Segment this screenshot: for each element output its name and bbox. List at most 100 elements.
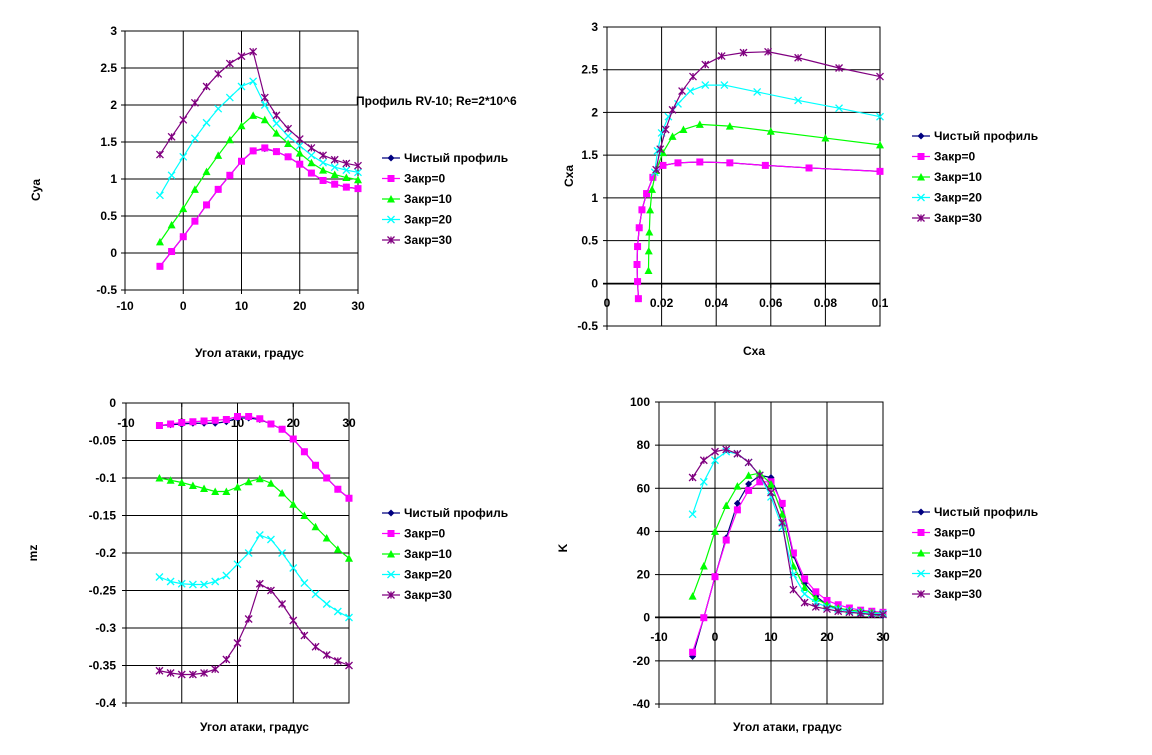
series-line bbox=[159, 583, 350, 676]
legend-entry: Закр=0 bbox=[934, 150, 976, 164]
legend-marker bbox=[387, 215, 395, 224]
data-point bbox=[211, 416, 219, 424]
legend-marker bbox=[917, 214, 925, 222]
data-point bbox=[330, 170, 339, 179]
data-point bbox=[834, 607, 843, 616]
series-line bbox=[692, 481, 884, 653]
data-point bbox=[222, 487, 231, 495]
x-tick-label: -10 bbox=[116, 299, 134, 313]
y-tick-label: 0 bbox=[643, 611, 650, 625]
data-point bbox=[278, 600, 287, 608]
series-line bbox=[636, 161, 881, 299]
data-point bbox=[652, 165, 661, 174]
data-point bbox=[272, 129, 281, 137]
series-line bbox=[692, 448, 883, 616]
legend-marker bbox=[917, 193, 925, 202]
data-point bbox=[225, 59, 234, 68]
data-point bbox=[835, 64, 844, 72]
data-point bbox=[226, 171, 234, 179]
legend-entry: Закр=20 bbox=[934, 567, 982, 581]
data-point bbox=[166, 577, 175, 586]
series-line bbox=[159, 147, 359, 267]
data-point bbox=[211, 577, 220, 586]
plot-area bbox=[606, 26, 881, 327]
data-point bbox=[761, 161, 769, 169]
data-point bbox=[659, 161, 667, 169]
x-tick-label: 0 bbox=[604, 296, 611, 310]
data-point bbox=[256, 415, 264, 423]
legend-entry: Закр=10 bbox=[404, 547, 452, 561]
chart-1: 0 0.02 0.04 0.06 0.08 0.1 -0.5 0 0.5 1 1.5 2 2.5 3 Cxa… bbox=[562, 20, 1038, 358]
data-point bbox=[701, 60, 710, 69]
y-tick-label: -40 bbox=[633, 697, 651, 711]
data-point bbox=[202, 167, 211, 176]
x-axis-label: Угол атаки, градус bbox=[195, 346, 304, 360]
series-4 bbox=[155, 47, 362, 170]
data-point bbox=[177, 478, 186, 486]
data-point bbox=[238, 157, 245, 165]
legend-marker bbox=[387, 509, 395, 517]
series-0 bbox=[156, 145, 362, 270]
data-point bbox=[876, 140, 884, 149]
data-point bbox=[764, 47, 773, 56]
legend-marker bbox=[917, 590, 925, 598]
legend: Чистый профиль Закр=0 Закр=10 Закр=20 Закр=3… bbox=[382, 151, 508, 247]
data-point bbox=[767, 479, 775, 488]
data-point bbox=[155, 474, 164, 482]
data-point bbox=[711, 447, 719, 456]
data-point bbox=[789, 549, 797, 557]
y-axis-label: K bbox=[556, 543, 570, 552]
y-tick-label: 3 bbox=[591, 20, 598, 34]
data-point bbox=[767, 488, 775, 497]
data-point bbox=[244, 615, 253, 623]
data-point bbox=[202, 82, 211, 91]
legend-marker bbox=[917, 173, 925, 181]
data-point bbox=[311, 522, 320, 531]
y-tick-label: 2.5 bbox=[100, 61, 117, 75]
data-point bbox=[289, 616, 298, 625]
x-tick-label: 30 bbox=[876, 630, 890, 644]
data-point bbox=[800, 583, 809, 592]
series-line bbox=[692, 474, 884, 657]
data-point bbox=[214, 185, 222, 193]
legend-marker bbox=[387, 154, 395, 162]
data-point bbox=[289, 500, 298, 508]
data-point bbox=[334, 485, 342, 493]
data-point bbox=[733, 506, 741, 514]
data-point bbox=[156, 262, 164, 270]
series-2 bbox=[155, 474, 353, 562]
data-point bbox=[255, 579, 264, 588]
series-line bbox=[159, 148, 359, 267]
data-point bbox=[805, 164, 813, 172]
legend-entry: Чистый профиль bbox=[404, 151, 508, 165]
data-point bbox=[295, 149, 304, 157]
series-0 bbox=[633, 158, 884, 303]
y-axis-label: Cya bbox=[29, 179, 43, 201]
x-tick-label: 30 bbox=[351, 299, 365, 313]
data-point bbox=[260, 115, 269, 124]
data-point bbox=[167, 220, 176, 229]
data-point bbox=[260, 101, 269, 109]
data-point bbox=[267, 420, 275, 428]
y-tick-label: 1 bbox=[110, 172, 117, 186]
data-point bbox=[295, 135, 304, 143]
data-point bbox=[155, 237, 164, 246]
data-point bbox=[319, 176, 327, 184]
data-point bbox=[354, 168, 362, 177]
data-point bbox=[333, 545, 342, 553]
data-point bbox=[345, 661, 353, 670]
legend-entry: Закр=30 bbox=[934, 211, 982, 225]
data-point bbox=[330, 163, 339, 172]
y-tick-label: -0.25 bbox=[89, 584, 117, 598]
data-point bbox=[211, 487, 220, 495]
series-4 bbox=[688, 445, 887, 619]
data-point bbox=[722, 445, 731, 454]
x-tick-label: 10 bbox=[764, 630, 778, 644]
data-point bbox=[284, 132, 293, 141]
legend-entry: Закр=0 bbox=[404, 172, 446, 186]
data-point bbox=[699, 456, 708, 465]
data-point bbox=[811, 602, 820, 611]
data-point bbox=[307, 169, 315, 177]
data-point bbox=[674, 159, 682, 167]
data-point bbox=[701, 81, 710, 90]
